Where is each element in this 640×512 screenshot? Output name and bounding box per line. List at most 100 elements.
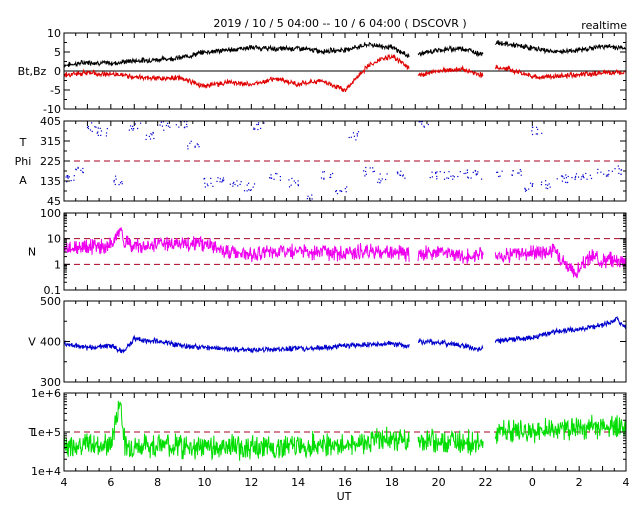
chart-panels: 1050-5-10Bt,Bz40531522513545TPhiA1001010… — [15, 27, 627, 478]
phi-angle-point — [577, 176, 580, 178]
phi-angle-point — [520, 174, 522, 176]
phi-angle-point — [336, 193, 339, 195]
phi-angle-point — [399, 174, 401, 176]
phi-angle-point — [223, 179, 225, 181]
phi-angle-point — [114, 175, 117, 177]
phi-angle-point — [525, 189, 528, 191]
phi-angle-point — [330, 174, 332, 176]
phi-angle-point — [380, 180, 382, 182]
phi-angle-point — [480, 178, 483, 180]
phi-angle-point — [356, 133, 358, 135]
phi-angle-point — [452, 175, 454, 177]
phi-angle-point — [447, 177, 450, 179]
phi-angle-point — [113, 179, 115, 182]
phi-angle-point — [373, 170, 376, 172]
phi-angle-point — [81, 171, 84, 173]
phi-angle-point — [477, 171, 479, 173]
phi-angle-point — [364, 175, 366, 177]
x-axis: 4 6 8 10 12 14 16 18 20 22 0 2 4 — [61, 476, 630, 489]
phi-angle-point — [236, 180, 238, 182]
phi-angle-point — [346, 186, 348, 188]
phi-angle-point — [335, 190, 338, 192]
phi-angle-point — [575, 175, 577, 178]
phi-angle-point — [429, 176, 431, 179]
phi-angle-point — [476, 173, 479, 175]
phi-angle-point — [232, 182, 234, 185]
phi-angle-point — [529, 182, 532, 184]
phi-angle-point — [531, 130, 533, 132]
phi-angle-point — [453, 176, 455, 178]
phi-angle-point — [545, 184, 547, 186]
phi-angle-point — [273, 178, 275, 180]
phi-angle-point — [323, 178, 325, 180]
phi-angle-point — [257, 122, 260, 124]
phi-angle-point — [121, 183, 123, 185]
phi-angle-point — [385, 178, 387, 181]
phi-angle-point — [187, 148, 189, 150]
phi-angle-point — [67, 176, 69, 178]
phi-angle-point — [198, 146, 200, 148]
phi-angle-point — [499, 175, 501, 177]
phi-angle-point — [91, 130, 93, 133]
phi-angle-point — [294, 182, 297, 184]
phi-angle-point — [152, 132, 154, 134]
phi-angle-point — [329, 176, 331, 179]
x-tick-label: 2 — [576, 476, 583, 489]
phi-angle-point — [566, 181, 569, 184]
phi-angle-point — [222, 177, 225, 179]
phi-angle-point — [166, 122, 169, 125]
phi-angle-point — [77, 167, 79, 169]
phi-angle-point — [536, 133, 539, 135]
phi-angle-point — [189, 142, 191, 144]
x-tick-label: 14 — [291, 476, 305, 489]
phi-angle-point — [77, 166, 79, 169]
phi-angle-point — [253, 127, 255, 129]
phi-angle-point — [457, 175, 459, 178]
speed-ytick-label: 400 — [40, 336, 61, 349]
phi-angle-point — [204, 186, 206, 188]
phi-angle-point — [210, 182, 212, 184]
phi-angle-point — [571, 176, 573, 179]
magnetic-field-ytick-label: -5 — [50, 84, 61, 97]
phi-angle-point — [132, 125, 134, 128]
phi-angle-point — [386, 173, 388, 175]
phi-angle-point — [243, 190, 246, 192]
chart-title: 2019 / 10 / 5 04:00 -- 10 / 6 04:00 ( DS… — [213, 17, 466, 30]
x-tick-label: 10 — [198, 476, 212, 489]
phi-angle-point — [335, 190, 337, 193]
phi-angle-point — [603, 173, 605, 175]
phi-angle-point — [148, 135, 150, 138]
phi-angle-point — [535, 133, 537, 135]
speed-ylabel: V — [28, 336, 36, 349]
phi-angle-point — [253, 128, 255, 131]
speed-series-v — [64, 315, 626, 354]
phi-angle-point — [128, 129, 130, 131]
phi-angle-point — [222, 180, 224, 182]
phi-angle-point — [246, 184, 248, 186]
x-tick-label: 8 — [154, 476, 161, 489]
x-tick-label: 16 — [338, 476, 352, 489]
phi-angle-point — [268, 177, 271, 179]
phi-angle-point — [67, 175, 69, 177]
phi-angle-point — [585, 172, 587, 175]
phi-angle-point — [524, 187, 526, 189]
phi-angle-point — [475, 173, 477, 175]
realtime-badge: realtime — [581, 19, 627, 32]
x-axis-label: UT — [337, 490, 352, 503]
phi-angle-point — [163, 129, 165, 131]
phi-angle-point — [431, 176, 434, 178]
phi-angle-point — [582, 175, 585, 178]
phi-angle-point — [153, 137, 155, 140]
phi-angle-point — [161, 125, 164, 127]
phi-angle-point — [206, 183, 209, 185]
phi-angle-point — [234, 183, 236, 186]
phi-angle-point — [608, 170, 610, 172]
phi-angle-point — [99, 127, 101, 130]
phi-angle-point — [97, 131, 99, 133]
phi-angle-point — [97, 134, 99, 137]
phi-angle-point — [297, 184, 299, 187]
phi-angle-point — [565, 177, 567, 179]
phi-angle-point — [548, 183, 550, 185]
magnetic-field-ytick-label: 10 — [47, 27, 61, 40]
phi-angle-point — [175, 124, 177, 126]
